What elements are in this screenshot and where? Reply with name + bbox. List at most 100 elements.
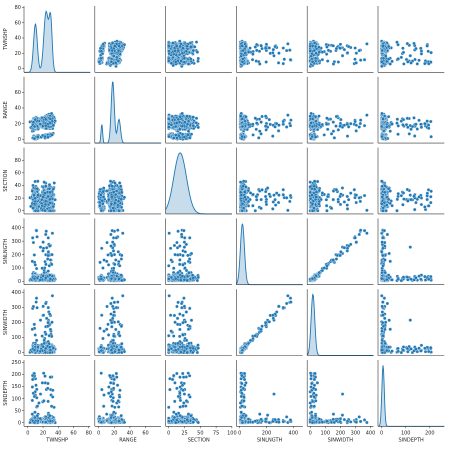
scatter-point <box>194 40 199 44</box>
scatter-point <box>405 41 410 46</box>
scatter-point <box>271 47 276 52</box>
scatter-point <box>185 122 190 126</box>
scatter-point <box>310 44 315 48</box>
scatter-point <box>186 129 191 133</box>
scatter-point <box>396 42 400 47</box>
scatter-point <box>241 48 245 53</box>
scatter-point <box>326 48 331 53</box>
scatter-point <box>412 41 416 46</box>
y-tick-label: 60 <box>15 90 21 96</box>
scatter-point <box>312 41 317 45</box>
scatter-point <box>178 127 182 131</box>
scatter-point <box>386 44 391 49</box>
scatter-point <box>325 59 330 63</box>
y-tick-label: 20 <box>15 121 21 127</box>
scatter-point <box>281 46 285 50</box>
scatter-point <box>195 50 200 54</box>
scatter-point <box>171 41 175 45</box>
scatter-point <box>185 44 189 49</box>
scatter-point <box>402 62 406 66</box>
y-tick-label: 40 <box>15 36 21 42</box>
scatter-point <box>176 48 181 53</box>
scatter-point <box>426 49 430 54</box>
panel-range-vs-range <box>94 76 162 144</box>
scatter-point <box>381 44 385 48</box>
scatter-point <box>240 60 245 64</box>
scatter-point <box>254 59 258 63</box>
scatter-point <box>101 42 105 47</box>
scatter-point <box>357 48 361 53</box>
scatter-point <box>33 117 38 122</box>
scatter-point <box>429 50 433 55</box>
scatter-point <box>336 60 341 64</box>
scatter-point <box>174 133 178 137</box>
scatter-point <box>324 52 329 56</box>
scatter-point <box>277 51 281 55</box>
scatter-point <box>358 58 363 62</box>
scatter-point <box>185 114 189 118</box>
scatter-point <box>271 51 275 55</box>
scatter-point <box>406 60 410 64</box>
scatter-point <box>276 129 281 133</box>
scatter-point <box>401 46 405 50</box>
scatter-point <box>46 135 50 140</box>
scatter-point <box>167 59 171 63</box>
scatter-point <box>263 114 268 118</box>
scatter-point <box>289 118 293 122</box>
scatter-point <box>338 46 342 50</box>
scatter-point <box>354 61 358 65</box>
scatter-point <box>167 44 171 48</box>
scatter-point <box>346 44 351 49</box>
panel-twnshp-vs-section <box>165 6 232 73</box>
scatter-point <box>282 57 287 61</box>
scatter-point <box>172 136 176 140</box>
scatter-point <box>419 46 423 51</box>
kde-fill-range <box>94 82 162 144</box>
y-tick-label: 40 <box>15 106 21 112</box>
scatter-point <box>259 44 263 48</box>
panel-twnshp-vs-sindepth <box>377 6 445 73</box>
kde-line-range <box>94 81 162 144</box>
y-axis-label-twnshp: TWNSHP <box>3 28 9 51</box>
scatter-point <box>178 114 182 119</box>
scatter-point <box>331 62 336 66</box>
scatter-point <box>181 46 185 50</box>
scatter-point <box>258 62 262 66</box>
scatter-point <box>178 44 182 49</box>
scatter-point <box>180 124 185 128</box>
scatter-point <box>98 46 103 51</box>
scatter-point <box>110 41 115 45</box>
scatter-point <box>248 46 252 50</box>
scatter-point <box>196 125 200 130</box>
y-tick-label: 20 <box>15 51 21 57</box>
scatter-point <box>426 61 431 66</box>
scatter-point <box>423 61 427 66</box>
scatter-point <box>109 60 114 64</box>
scatter-point <box>186 119 191 124</box>
scatter-point <box>180 51 185 56</box>
scatter-point <box>365 42 369 46</box>
scatter-point <box>264 128 268 132</box>
scatter-point <box>44 123 48 128</box>
scatter-point <box>32 124 37 129</box>
y-tick-label: 80 <box>15 5 21 11</box>
scatter-point <box>317 50 322 54</box>
scatter-point <box>182 56 187 61</box>
scatter-point <box>167 117 171 121</box>
scatter-point <box>354 51 359 55</box>
scatter-point <box>288 48 292 52</box>
scatter-point <box>254 48 259 53</box>
scatter-point <box>281 61 285 66</box>
panel-twnshp-vs-sinlngth <box>236 6 303 73</box>
scatter-point <box>167 49 171 54</box>
scatter-point <box>189 57 193 61</box>
scatter-point <box>251 133 255 137</box>
scatter-point <box>388 62 392 66</box>
scatter-point <box>111 54 116 58</box>
scatter-point <box>310 60 315 64</box>
panel-twnshp-vs-range <box>94 6 162 73</box>
scatter-point <box>180 111 184 116</box>
